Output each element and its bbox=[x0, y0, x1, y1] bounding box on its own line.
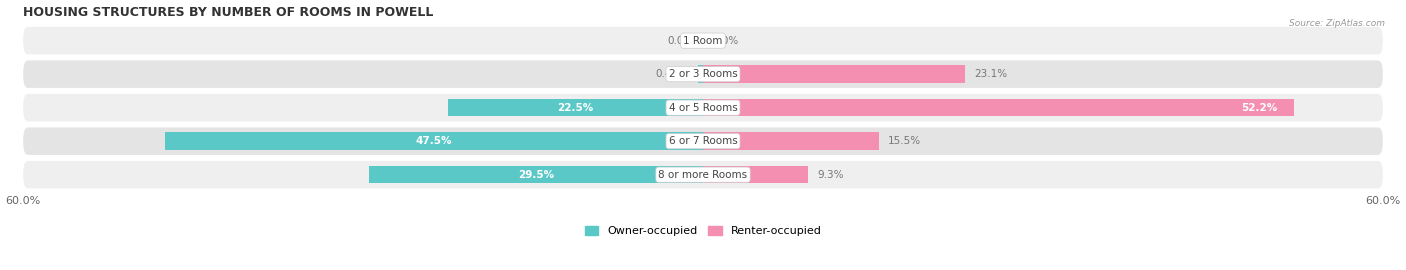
Bar bbox=[368, 166, 703, 183]
Text: 9.3%: 9.3% bbox=[817, 170, 844, 180]
Text: 22.5%: 22.5% bbox=[557, 103, 593, 113]
FancyBboxPatch shape bbox=[22, 60, 1384, 88]
FancyBboxPatch shape bbox=[22, 94, 1384, 122]
Text: Source: ZipAtlas.com: Source: ZipAtlas.com bbox=[1289, 19, 1385, 28]
Text: 6 or 7 Rooms: 6 or 7 Rooms bbox=[669, 136, 737, 146]
Text: 23.1%: 23.1% bbox=[974, 69, 1007, 79]
Text: HOUSING STRUCTURES BY NUMBER OF ROOMS IN POWELL: HOUSING STRUCTURES BY NUMBER OF ROOMS IN… bbox=[22, 6, 433, 19]
Text: 0.0%: 0.0% bbox=[668, 36, 695, 46]
Text: 0.0%: 0.0% bbox=[711, 36, 738, 46]
Text: 4 or 5 Rooms: 4 or 5 Rooms bbox=[669, 103, 737, 113]
Text: 8 or more Rooms: 8 or more Rooms bbox=[658, 170, 748, 180]
Text: 15.5%: 15.5% bbox=[887, 136, 921, 146]
Text: 29.5%: 29.5% bbox=[517, 170, 554, 180]
Text: 47.5%: 47.5% bbox=[416, 136, 453, 146]
Bar bbox=[703, 166, 808, 183]
Legend: Owner-occupied, Renter-occupied: Owner-occupied, Renter-occupied bbox=[585, 226, 821, 236]
FancyBboxPatch shape bbox=[22, 161, 1384, 188]
Text: 52.2%: 52.2% bbox=[1241, 103, 1278, 113]
Text: 2 or 3 Rooms: 2 or 3 Rooms bbox=[669, 69, 737, 79]
Bar bbox=[703, 133, 879, 150]
Bar bbox=[703, 65, 965, 83]
Text: 1 Room: 1 Room bbox=[683, 36, 723, 46]
Bar bbox=[449, 99, 703, 116]
FancyBboxPatch shape bbox=[22, 27, 1384, 54]
Bar bbox=[703, 99, 1295, 116]
FancyBboxPatch shape bbox=[22, 127, 1384, 155]
Bar bbox=[165, 133, 703, 150]
Bar bbox=[697, 65, 703, 83]
Text: 0.48%: 0.48% bbox=[655, 69, 689, 79]
